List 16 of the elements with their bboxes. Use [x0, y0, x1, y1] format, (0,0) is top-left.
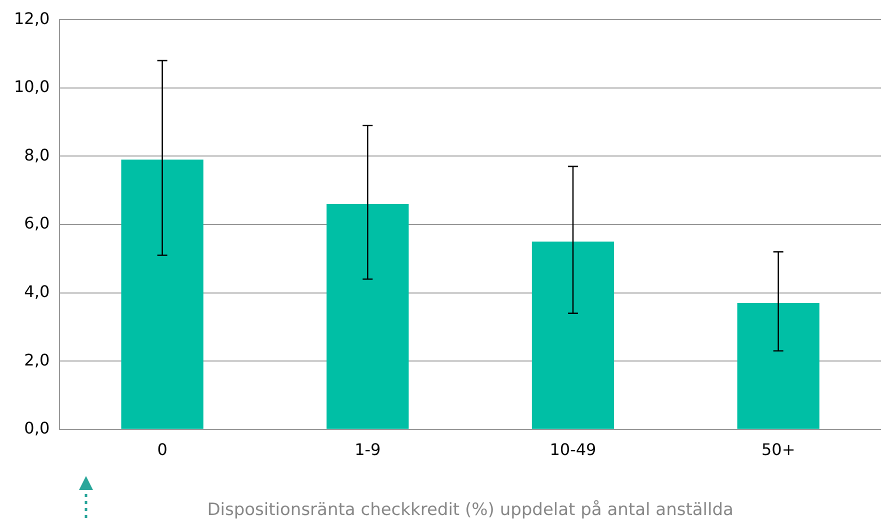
y-tick-label: 6,0 [24, 214, 50, 233]
x-axis-title: Dispositionsränta checkkredit (%) uppdelat på antal anställda [207, 500, 734, 520]
y-tick-label: 8,0 [24, 145, 50, 164]
bar [532, 242, 614, 429]
bar [121, 160, 204, 429]
bar [326, 204, 409, 429]
y-tick-label: 4,0 [24, 282, 50, 301]
x-tick-label: 1-9 [354, 440, 381, 460]
x-tick-label: 10-49 [550, 440, 596, 460]
y-tick-label: 12,0 [14, 8, 50, 28]
y-tick-label: 0,0 [24, 418, 50, 438]
y-tick-label: 10,0 [14, 77, 50, 96]
y-tick-label: 2,0 [24, 350, 50, 370]
bar [737, 303, 820, 429]
x-tick-label: 0 [157, 440, 168, 460]
x-tick-label: 50+ [761, 440, 796, 460]
